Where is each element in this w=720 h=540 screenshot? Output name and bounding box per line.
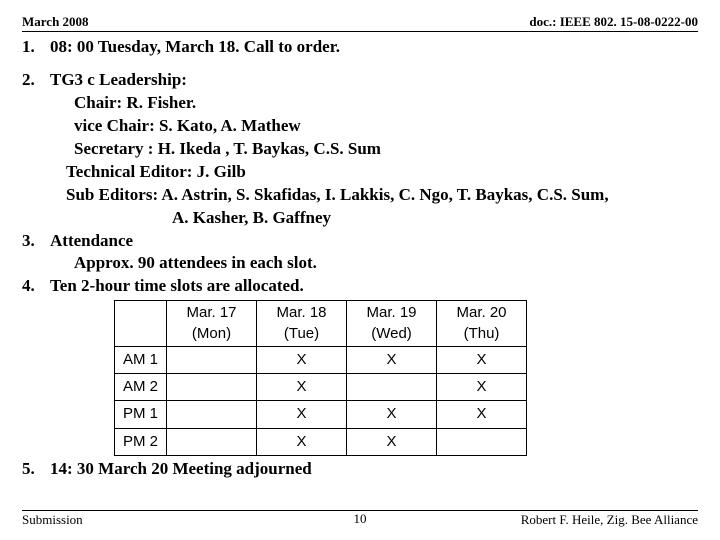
cell xyxy=(167,346,257,373)
page-number: 10 xyxy=(22,511,698,527)
footer: Submission 10 Robert F. Heile, Zig. Bee … xyxy=(22,510,698,528)
day-sub: (Mon) xyxy=(171,324,252,344)
slot-label: AM 2 xyxy=(115,374,167,401)
item-text: 14: 30 March 20 Meeting adjourned xyxy=(50,458,312,481)
item-number: 3. xyxy=(22,230,50,253)
day-label: Mar. 19 xyxy=(351,303,432,323)
day-label: Mar. 18 xyxy=(261,303,342,323)
cell xyxy=(167,428,257,455)
item-text: 08: 00 Tuesday, March 18. Call to order. xyxy=(50,36,340,59)
item-text: Attendance xyxy=(50,230,133,253)
table-row: AM 1 X X X xyxy=(115,346,527,373)
table-row: AM 2 X X xyxy=(115,374,527,401)
cell xyxy=(167,374,257,401)
attendance-line: Approx. 90 attendees in each slot. xyxy=(22,252,698,275)
cell: X xyxy=(257,346,347,373)
cell: X xyxy=(437,346,527,373)
table-header: Mar. 20 (Thu) xyxy=(437,301,527,347)
body-content: 1. 08: 00 Tuesday, March 18. Call to ord… xyxy=(22,36,698,481)
table-header: Mar. 17 (Mon) xyxy=(167,301,257,347)
leadership-line: Chair: R. Fisher. xyxy=(22,92,698,115)
cell: X xyxy=(347,428,437,455)
table-header: Mar. 18 (Tue) xyxy=(257,301,347,347)
leadership-line: vice Chair: S. Kato, A. Mathew xyxy=(22,115,698,138)
cell xyxy=(347,374,437,401)
table-corner xyxy=(115,301,167,347)
item-number: 5. xyxy=(22,458,50,481)
day-sub: (Wed) xyxy=(351,324,432,344)
table-header: Mar. 19 (Wed) xyxy=(347,301,437,347)
header-left: March 2008 xyxy=(22,14,89,30)
leadership-line: Secretary : H. Ikeda , T. Baykas, C.S. S… xyxy=(22,138,698,161)
leadership-line: Sub Editors: A. Astrin, S. Skafidas, I. … xyxy=(22,184,698,207)
item-number: 2. xyxy=(22,69,50,92)
slot-label: PM 2 xyxy=(115,428,167,455)
cell: X xyxy=(257,428,347,455)
day-sub: (Thu) xyxy=(441,324,522,344)
cell xyxy=(167,401,257,428)
table-row: PM 1 X X X xyxy=(115,401,527,428)
day-label: Mar. 17 xyxy=(171,303,252,323)
day-sub: (Tue) xyxy=(261,324,342,344)
cell: X xyxy=(437,401,527,428)
cell: X xyxy=(257,401,347,428)
item-text: TG3 c Leadership: xyxy=(50,69,187,92)
schedule-table: Mar. 17 (Mon) Mar. 18 (Tue) Mar. 19 (Wed… xyxy=(114,300,527,456)
day-label: Mar. 20 xyxy=(441,303,522,323)
slot-label: AM 1 xyxy=(115,346,167,373)
leadership-line: A. Kasher, B. Gaffney xyxy=(22,207,698,230)
item-number: 4. xyxy=(22,275,50,298)
cell: X xyxy=(437,374,527,401)
cell xyxy=(437,428,527,455)
item-text: Ten 2-hour time slots are allocated. xyxy=(50,275,304,298)
header-right: doc.: IEEE 802. 15-08-0222-00 xyxy=(529,14,698,30)
cell: X xyxy=(347,346,437,373)
item-number: 1. xyxy=(22,36,50,59)
slot-label: PM 1 xyxy=(115,401,167,428)
leadership-line: Technical Editor: J. Gilb xyxy=(22,161,698,184)
cell: X xyxy=(347,401,437,428)
cell: X xyxy=(257,374,347,401)
header-bar: March 2008 doc.: IEEE 802. 15-08-0222-00 xyxy=(22,14,698,32)
table-row: PM 2 X X xyxy=(115,428,527,455)
